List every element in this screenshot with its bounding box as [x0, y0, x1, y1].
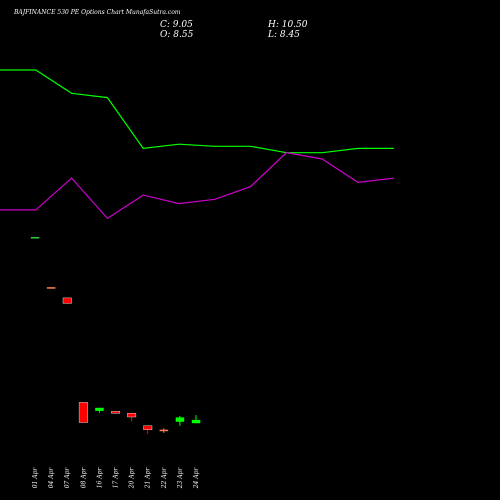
- candles: [30, 236, 201, 435]
- x-tick-label: 24 Apr: [193, 467, 200, 490]
- x-tick-label: 21 Apr: [145, 467, 152, 490]
- candle-body: [46, 287, 56, 289]
- candle-body: [175, 417, 185, 422]
- x-tick-label: 23 Apr: [177, 467, 184, 490]
- indicator-line-1: [0, 69, 394, 154]
- candle-2: [46, 287, 56, 289]
- candle-body: [111, 411, 121, 414]
- x-axis-labels: 01 Apr 04 Apr 07 Apr 08 Apr 16 Apr 17 Apr 20 A…: [32, 467, 200, 490]
- x-tick-label: 20 Apr: [129, 467, 136, 490]
- indicator-line-2: [0, 152, 394, 220]
- candle-1: [30, 236, 40, 239]
- x-tick-label: 01 Apr: [32, 467, 39, 489]
- candle-3: [62, 297, 72, 304]
- candle-body: [143, 425, 153, 430]
- close-label: C: 9.05: [160, 20, 193, 30]
- candle-11: [191, 415, 201, 424]
- x-tick-label: 16 Apr: [96, 467, 103, 489]
- x-tick-label: 17 Apr: [113, 467, 120, 489]
- indicator-lines: [0, 69, 394, 220]
- candle-body: [127, 413, 137, 418]
- x-tick-label: 04 Apr: [48, 467, 55, 489]
- candle-5: [95, 407, 104, 413]
- x-tick-label: 08 Apr: [80, 467, 87, 489]
- x-tick-label: 07 Apr: [64, 467, 71, 489]
- candle-7: [127, 412, 137, 422]
- chart-title: BAJFINANCE 530 PE Options Chart MunafaSu…: [13, 9, 181, 16]
- candle-body: [95, 407, 104, 411]
- candle-9: [159, 428, 169, 433]
- candle-body: [159, 429, 169, 432]
- candle-4: [78, 402, 88, 423]
- candle-10: [175, 415, 185, 426]
- candle-body: [191, 419, 201, 424]
- candle-8: [143, 425, 153, 435]
- low-label: L: 8.45: [267, 30, 300, 40]
- high-label: H: 10.50: [267, 20, 308, 30]
- candle-body: [30, 237, 40, 239]
- candle-body: [62, 297, 72, 304]
- candle-6: [111, 410, 121, 414]
- x-tick-label: 22 Apr: [161, 467, 168, 490]
- open-label: O: 8.55: [160, 30, 194, 40]
- candle-body: [78, 402, 88, 423]
